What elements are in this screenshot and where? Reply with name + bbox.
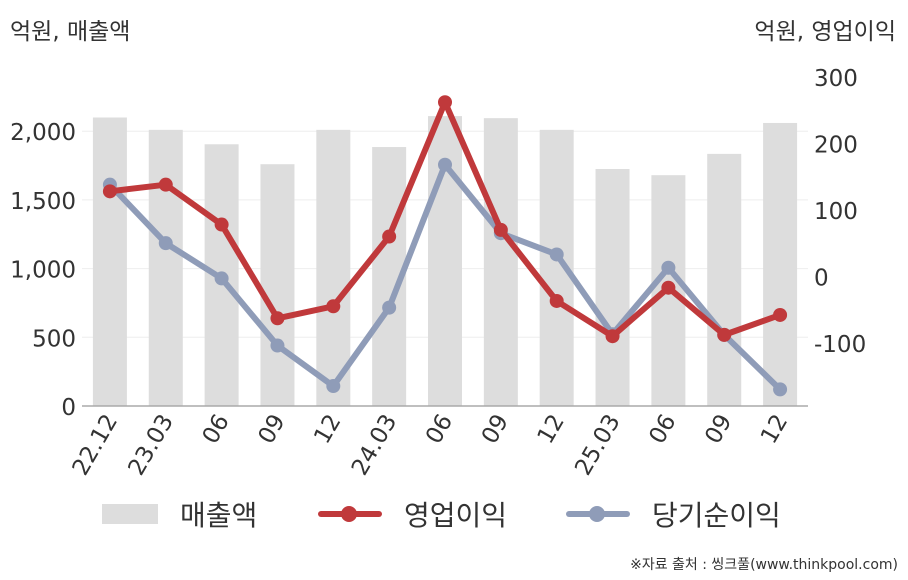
net-income-point xyxy=(549,247,564,262)
x-tick-label: 09 xyxy=(477,410,514,448)
y-left-tick-label: 0 xyxy=(61,395,76,421)
legend-item-revenue: 매출액 xyxy=(102,490,257,538)
operating-profit-point xyxy=(438,95,452,110)
revenue-bar xyxy=(595,169,630,406)
legend-swatch-net-income xyxy=(566,504,630,524)
x-tick-label: 06 xyxy=(421,410,458,448)
legend-label-revenue: 매출액 xyxy=(180,499,258,532)
x-tick-label: 06 xyxy=(198,410,235,448)
net-income-point xyxy=(214,271,229,286)
x-tick-label: 12 xyxy=(309,410,346,448)
x-tick-label: 06 xyxy=(644,410,681,448)
net-income-point xyxy=(438,157,452,172)
revenue-bar xyxy=(316,129,351,406)
net-income-point xyxy=(773,382,788,397)
y-right-tick-label: 300 xyxy=(814,66,858,92)
legend: 매출액 영업이익 당기순이익 xyxy=(0,490,908,538)
y-left-tick-label: 1,000 xyxy=(10,258,76,284)
net-income-point xyxy=(158,236,173,251)
operating-profit-point xyxy=(549,293,564,308)
operating-profit-point xyxy=(214,217,229,232)
operating-profit-point xyxy=(382,229,397,244)
revenue-bar xyxy=(260,164,295,406)
legend-label-net-income: 당기순이익 xyxy=(652,499,781,532)
operating-profit-point xyxy=(102,184,117,199)
operating-profit-point xyxy=(717,327,732,342)
y-left-tick-label: 1,500 xyxy=(10,189,76,215)
x-tick-label: 12 xyxy=(756,410,793,448)
net-income-point xyxy=(661,260,676,275)
revenue-bar xyxy=(483,118,518,406)
operating-profit-point xyxy=(773,307,788,322)
x-tick-label: 09 xyxy=(700,410,737,448)
revenue-bar xyxy=(763,122,798,407)
legend-swatch-operating-profit xyxy=(318,504,382,524)
x-tick-label: 12 xyxy=(533,410,570,448)
operating-profit-point xyxy=(270,311,285,326)
y-right-tick-label: 200 xyxy=(814,132,858,158)
profit-lines xyxy=(102,95,788,397)
operating-profit-point xyxy=(158,177,173,192)
revenue-bar xyxy=(707,153,742,406)
source-credit: ※자료 출처 : 씽크풀(www.thinkpool.com) xyxy=(630,557,898,573)
net-income-point xyxy=(326,379,341,394)
legend-item-operating-profit: 영업이익 xyxy=(318,490,507,538)
x-tick-label: 25.03 xyxy=(570,410,625,480)
revenue-bar xyxy=(92,117,127,406)
operating-profit-point xyxy=(493,222,508,237)
revenue-bars xyxy=(92,116,798,407)
y-right-tick-label: 0 xyxy=(814,265,829,291)
left-axis-unit-label: 억원, 매출액 xyxy=(10,19,131,45)
x-tick-label: 23.03 xyxy=(124,410,179,480)
net-income-point xyxy=(270,338,285,353)
legend-swatch-revenue xyxy=(102,504,158,524)
x-tick-label: 09 xyxy=(254,410,291,448)
x-tick-label: 24.03 xyxy=(347,410,402,480)
right-axis-unit-label: 억원, 영업이익 xyxy=(754,19,896,45)
y-right-tick-label: -100 xyxy=(814,332,866,358)
operating-profit-point xyxy=(661,280,676,295)
operating-profit-point xyxy=(605,329,620,344)
operating-profit-point xyxy=(326,299,341,314)
legend-item-net-income: 당기순이익 xyxy=(566,490,781,538)
legend-label-operating-profit: 영업이익 xyxy=(404,499,508,532)
y-left-tick-label: 500 xyxy=(32,326,76,352)
revenue-bar xyxy=(148,129,183,406)
net-income-point xyxy=(382,300,397,315)
y-left-tick-label: 2,000 xyxy=(10,120,76,146)
y-right-tick-label: 100 xyxy=(814,199,858,225)
